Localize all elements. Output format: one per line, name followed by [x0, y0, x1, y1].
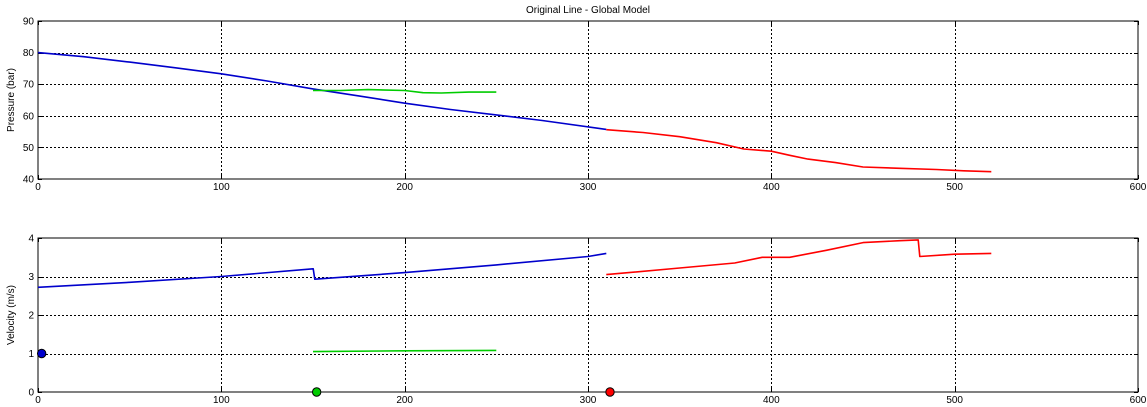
velocity-x-tick-label: 0	[35, 395, 41, 406]
velocity-y-tick-label: 0	[28, 388, 34, 399]
velocity-x-tick-label: 500	[946, 395, 963, 406]
velocity-marker-2	[605, 387, 615, 397]
velocity-y-tick-label: 1	[28, 349, 34, 360]
pressure-series-line-0	[37, 51, 607, 131]
chart-title: Original Line - Global Model	[526, 5, 650, 16]
velocity-x-tick-label: 100	[213, 395, 230, 406]
velocity-series-line-1	[606, 239, 992, 276]
velocity-series-line-2	[312, 349, 497, 353]
pressure-x-tick-label: 300	[580, 182, 597, 193]
velocity-marker-0	[36, 348, 47, 359]
pressure-x-tick-label: 400	[763, 182, 780, 193]
pressure-y-tick-label: 50	[23, 143, 35, 154]
pressure-y-tick-label: 60	[23, 111, 35, 122]
velocity-x-tick-label: 300	[580, 395, 597, 406]
velocity-y-tick-label: 3	[28, 272, 34, 283]
pressure-y-tick-label: 70	[23, 80, 35, 91]
pressure-series-line-2	[313, 88, 497, 94]
pressure-plot-area	[37, 20, 1139, 180]
pressure-x-tick-label: 500	[946, 182, 963, 193]
pressure-y-tick-label: 40	[23, 175, 35, 186]
velocity-x-tick-label: 200	[396, 395, 413, 406]
pressure-x-tick-label: 0	[35, 182, 41, 193]
pressure-x-tick-label: 100	[213, 182, 230, 193]
velocity-x-tick-label: 600	[1130, 395, 1147, 406]
velocity-plot: 0 100 200 300 400 500 600 0 1 2 3 4	[28, 234, 1146, 407]
pressure-x-tick-label: 600	[1130, 182, 1147, 193]
velocity-marker-1	[311, 387, 322, 397]
pressure-y-tick-label: 80	[23, 48, 35, 59]
velocity-series-line-0	[37, 252, 607, 289]
velocity-x-tick-label: 400	[763, 395, 780, 406]
velocity-y-tick-label: 4	[28, 234, 34, 245]
velocity-y-tick-label: 2	[28, 311, 34, 322]
pressure-axis-label: Pressure (bar)	[6, 68, 17, 132]
velocity-axis-label: Velocity (m/s)	[6, 285, 17, 345]
pressure-plot: 0 100 200 300 400 500 600 40 50 60 70 80 90	[23, 17, 1147, 194]
pressure-series-line-1	[606, 128, 992, 173]
pressure-y-tick-label: 90	[23, 17, 35, 28]
pressure-x-tick-label: 200	[396, 182, 413, 193]
